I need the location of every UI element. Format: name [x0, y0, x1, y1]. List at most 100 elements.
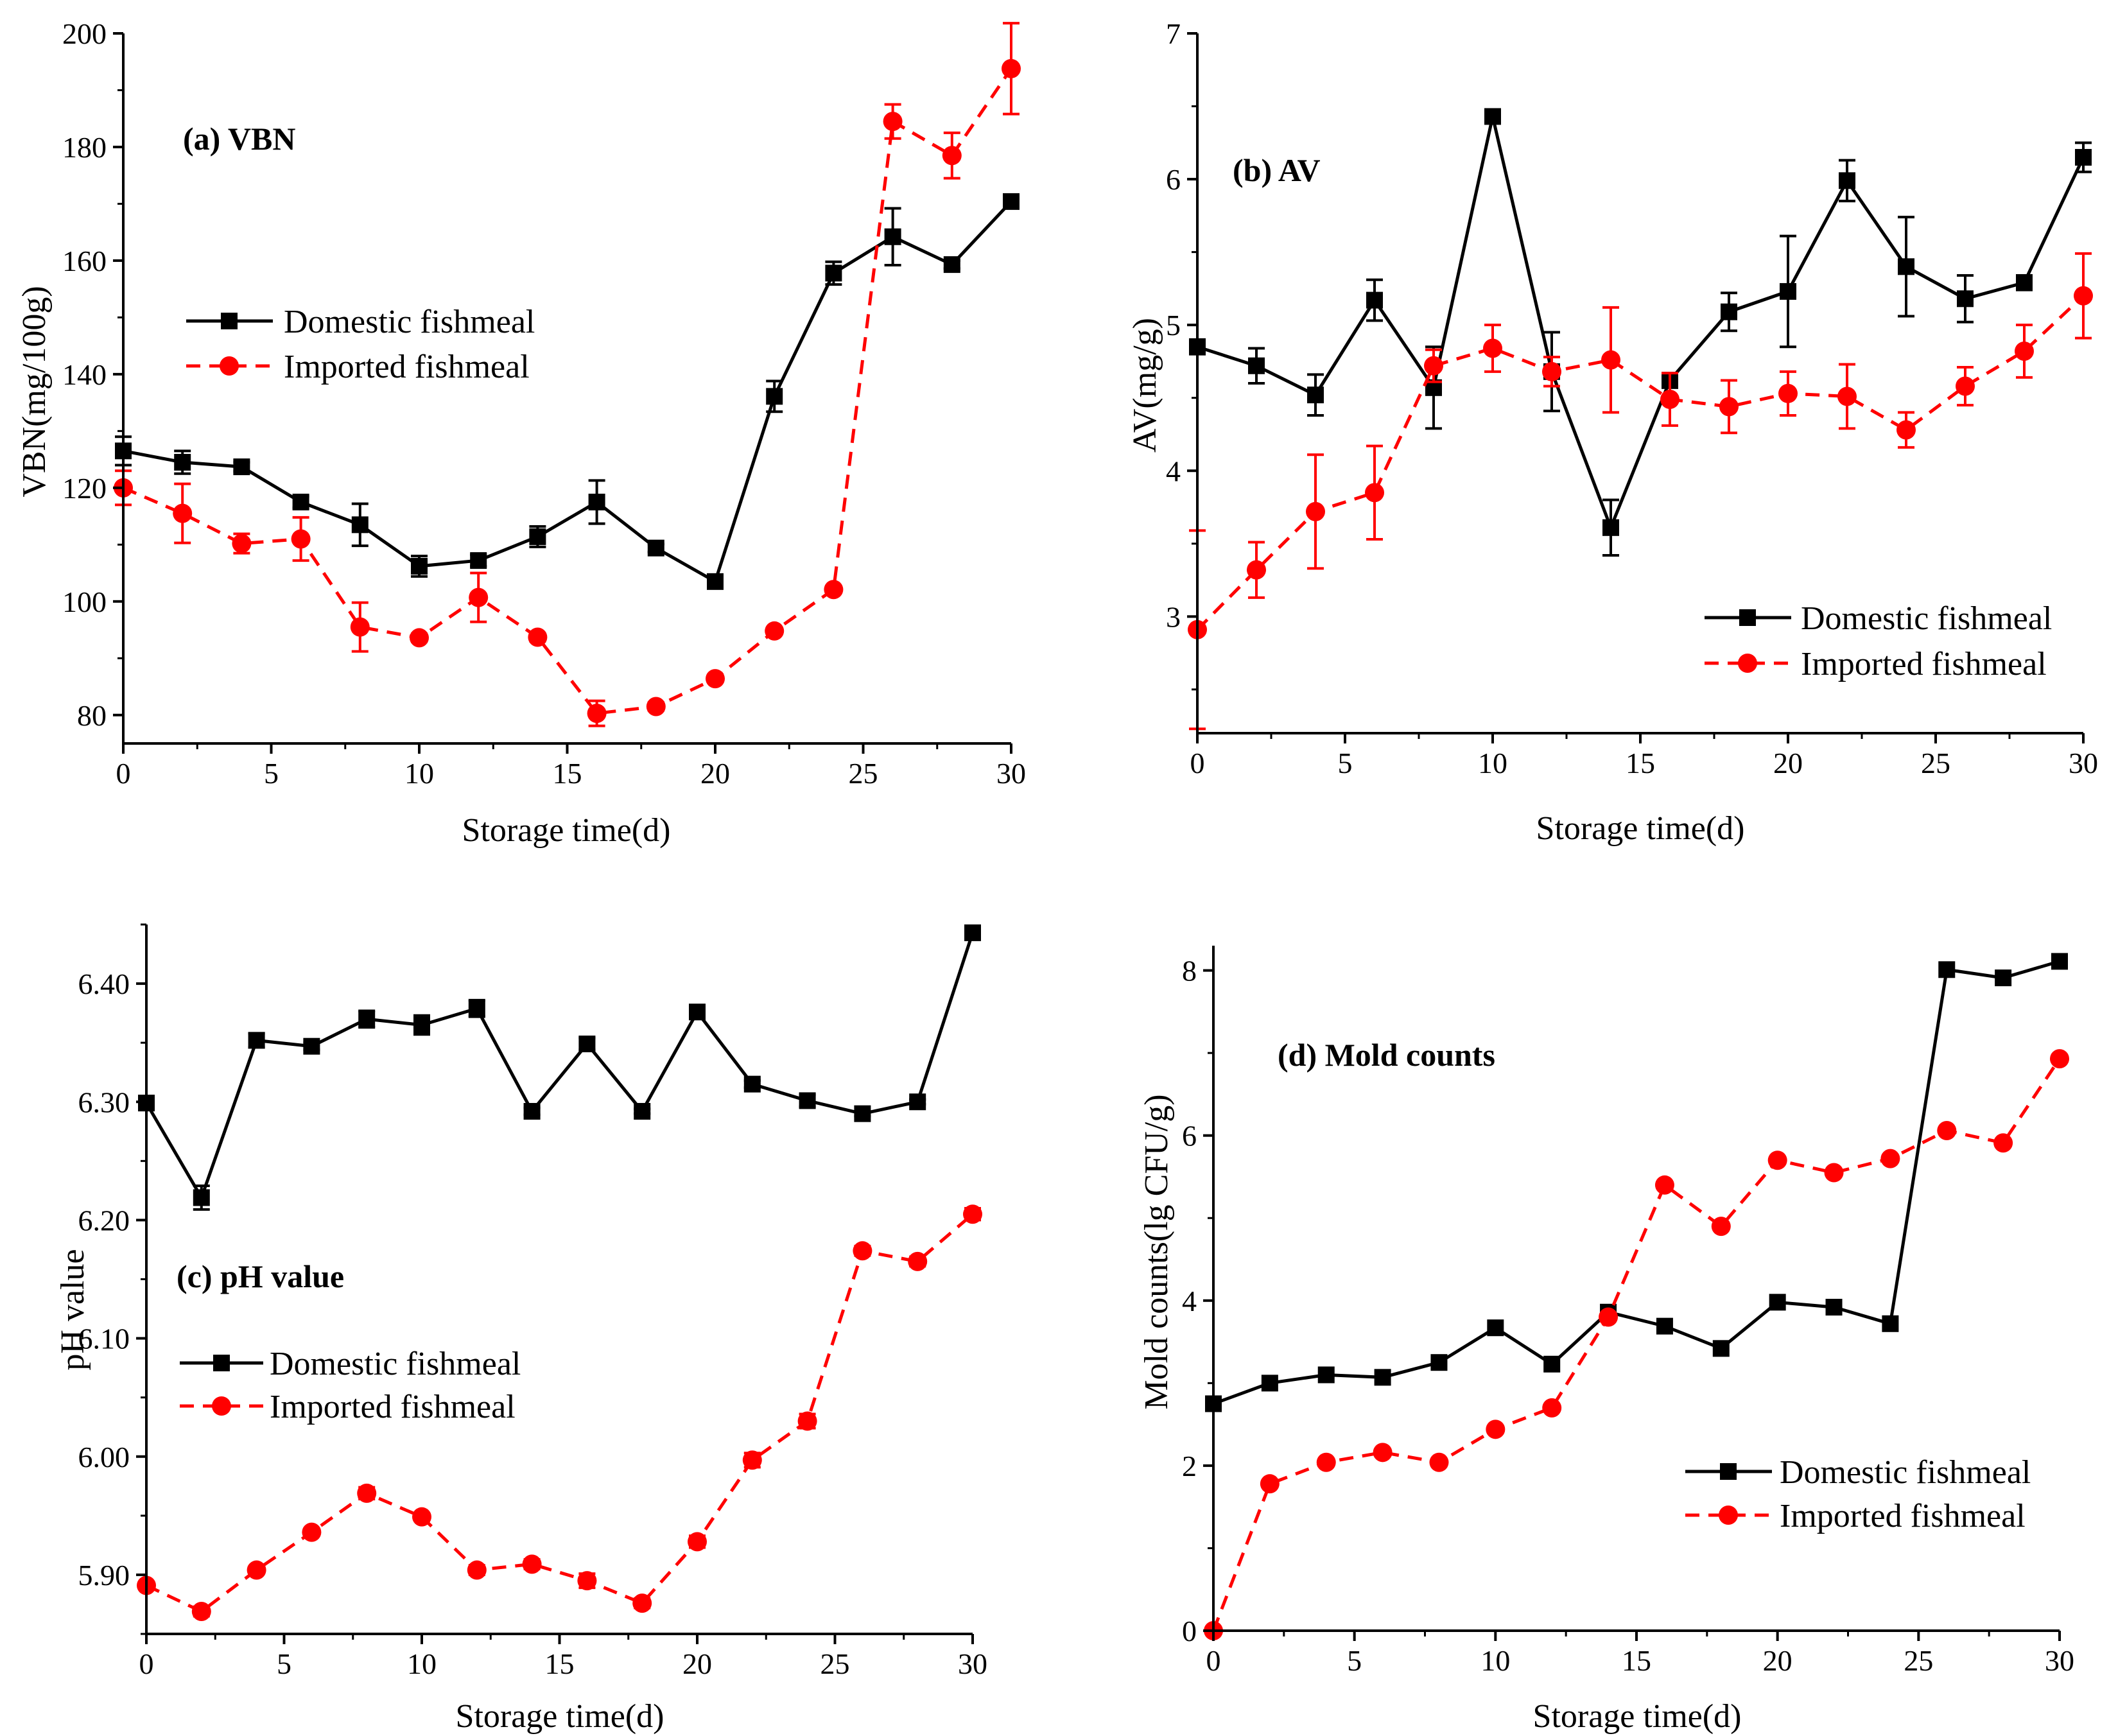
- av-imported-point: [1837, 386, 1857, 406]
- legend-imported-marker: [1738, 654, 1757, 673]
- legend-domestic-marker: [1739, 609, 1756, 626]
- vbn-domestic-point: [647, 539, 664, 557]
- ph-domestic-point: [578, 1036, 596, 1053]
- panel-mold-legend: Domestic fishmeal Imported fishmeal: [1685, 1454, 2031, 1534]
- vbn-domestic-point: [707, 573, 724, 590]
- ph-imported-point: [302, 1522, 322, 1542]
- av-x-tick-label: 15: [1626, 747, 1655, 779]
- ph-x-tick-label: 30: [958, 1647, 987, 1680]
- vbn-y-tick-label: 120: [62, 472, 107, 505]
- ph-domestic-point: [634, 1102, 651, 1120]
- av-y-tick-label: 5: [1166, 309, 1181, 342]
- ph-domestic-point: [413, 1016, 430, 1034]
- panel-mold: 0 5 10 15 20 25 30 0 2 4 6 8 (d) Mold counts Storag…: [1138, 946, 2074, 1735]
- mold-imported-point: [1260, 1474, 1280, 1494]
- vbn-imported-point: [587, 704, 607, 724]
- mold-domestic-point: [2051, 953, 2068, 970]
- mold-domestic-point: [1995, 969, 2012, 987]
- vbn-domestic-series-line: [123, 200, 1012, 584]
- av-domestic-point: [1957, 290, 1974, 308]
- av-y-tick-label: 3: [1166, 600, 1181, 633]
- ph-x-tick-label: 10: [407, 1647, 437, 1680]
- panel-vbn-title: (a) VBN: [183, 121, 295, 157]
- vbn-imported-point: [232, 534, 252, 553]
- av-domestic-point: [1307, 386, 1324, 404]
- panel-ph-title: (c) pH value: [177, 1258, 344, 1294]
- vbn-domestic-point: [233, 458, 250, 476]
- vbn-imported-point: [173, 503, 193, 523]
- mold-domestic-point: [1487, 1319, 1504, 1337]
- vbn-domestic-point: [292, 493, 309, 510]
- mold-x-tick-label: 5: [1347, 1644, 1362, 1677]
- av-y-tick-label: 7: [1166, 17, 1181, 50]
- mold-domestic-point: [1938, 961, 1956, 978]
- panel-av-legend: Domestic fishmeal Imported fishmeal: [1705, 600, 2052, 682]
- vbn-domestic-point: [351, 516, 369, 534]
- legend-domestic-label: Domestic fishmeal: [1801, 600, 2052, 637]
- ph-domestic-point: [248, 1032, 265, 1049]
- av-imported-point: [1247, 560, 1266, 580]
- vbn-x-tick-label: 5: [264, 757, 279, 790]
- ph-domestic-point: [689, 1003, 706, 1021]
- vbn-imported-point: [706, 669, 725, 689]
- ph-domestic-point: [468, 1000, 485, 1017]
- vbn-x-tick-label: 25: [849, 757, 878, 790]
- av-x-tick-label: 25: [1921, 747, 1950, 779]
- ph-domestic-point: [854, 1105, 871, 1122]
- av-domestic-point: [1898, 258, 1914, 275]
- vbn-imported-point: [528, 627, 548, 647]
- vbn-imported-point: [350, 617, 370, 637]
- vbn-domestic-point: [766, 388, 783, 405]
- vbn-imported-point: [765, 621, 785, 641]
- mold-x-tick-label: 20: [1763, 1644, 1792, 1677]
- mold-domestic-point: [1430, 1354, 1448, 1371]
- av-domestic-point: [1839, 172, 1855, 189]
- mold-domestic-point: [1656, 1317, 1673, 1335]
- legend-imported-label: Imported fishmeal: [270, 1389, 516, 1425]
- ph-y-tick-label: 6.30: [78, 1086, 130, 1118]
- mold-imported-point: [2050, 1049, 2069, 1069]
- av-x-tick-label: 5: [1338, 747, 1353, 779]
- ph-imported-point: [963, 1204, 982, 1224]
- av-domestic-point: [1780, 282, 1796, 300]
- ph-y-tick-label: 6.20: [78, 1204, 130, 1237]
- ph-y-tick-label: 6.10: [78, 1323, 130, 1355]
- av-y-tick-label: 4: [1166, 455, 1181, 487]
- panel-mold-ylabel: Mold counts(lg CFU/g): [1138, 1094, 1175, 1409]
- vbn-imported-point: [942, 146, 962, 166]
- panel-av-xlabel: Storage time(d): [1536, 810, 1745, 847]
- vbn-domestic-point: [470, 552, 487, 569]
- panel-ph-legend: Domestic fishmeal Imported fishmeal: [180, 1346, 521, 1425]
- ph-domestic-point: [799, 1092, 816, 1109]
- mold-domestic-point: [1374, 1369, 1391, 1386]
- vbn-x-tick-label: 30: [996, 757, 1026, 790]
- panel-ph-marks: [137, 924, 982, 1622]
- mold-domestic-point: [1543, 1355, 1561, 1373]
- mold-domestic-point: [1882, 1315, 1899, 1332]
- av-imported-point: [1719, 397, 1739, 417]
- mold-domestic-point: [1712, 1340, 1730, 1357]
- legend-domestic-marker: [213, 1355, 230, 1371]
- legend-imported-marker: [220, 356, 239, 376]
- panel-ph-axes: 0 5 10 15 20 25 30 5.90 6.00 6.10 6.20 6.30 6.40: [78, 923, 987, 1680]
- panel-ph-ylabel: pH value: [55, 1249, 91, 1370]
- mold-imported-point: [1824, 1163, 1844, 1183]
- av-imported-point: [2074, 286, 2093, 306]
- vbn-domestic-point: [588, 493, 605, 510]
- panel-mold-axes: 0 5 10 15 20 25 30 0 2 4 6 8: [1182, 946, 2074, 1677]
- panel-av-title: (b) AV: [1233, 152, 1321, 188]
- ph-imported-point: [577, 1571, 597, 1591]
- vbn-domestic-point: [411, 557, 428, 575]
- av-imported-point: [1956, 376, 1975, 396]
- vbn-x-tick-label: 0: [116, 757, 131, 790]
- legend-domestic-label: Domestic fishmeal: [270, 1346, 521, 1382]
- legend-imported-label: Imported fishmeal: [1780, 1498, 2026, 1534]
- ph-domestic-point: [743, 1075, 761, 1093]
- ph-imported-point: [522, 1554, 542, 1574]
- ph-domestic-point: [909, 1093, 926, 1111]
- mold-y-tick-label: 0: [1182, 1615, 1197, 1647]
- vbn-imported-point: [824, 580, 844, 600]
- mold-x-tick-label: 15: [1622, 1644, 1651, 1677]
- vbn-x-tick-label: 20: [700, 757, 730, 790]
- panel-vbn-ylabel: VBN(mg/100g): [16, 286, 53, 497]
